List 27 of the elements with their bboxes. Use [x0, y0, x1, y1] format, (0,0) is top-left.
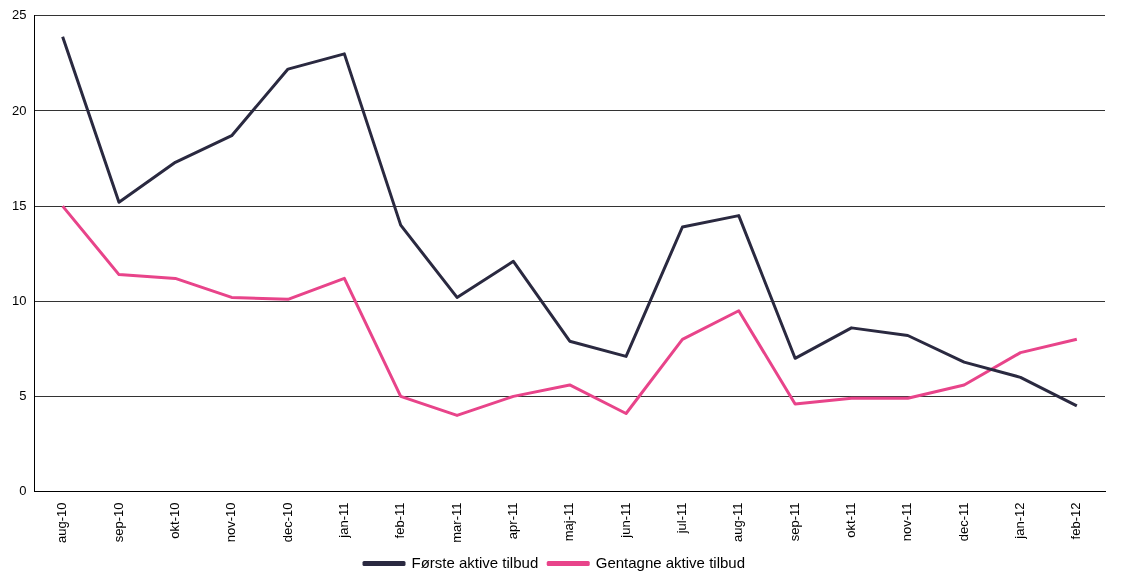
x-tick-label: jun-11 — [617, 502, 633, 539]
y-tick-label: 10 — [11, 292, 27, 308]
x-tick-label: jan-11 — [335, 502, 351, 539]
y-tick-label: 20 — [11, 102, 27, 118]
y-tick-label: 5 — [19, 387, 27, 403]
x-tick-label: dec-11 — [955, 502, 971, 542]
x-tick-label: sep-11 — [786, 502, 802, 542]
x-tick-label: aug-10 — [54, 502, 70, 544]
x-tick-label: jan-12 — [1012, 502, 1028, 540]
legend-label: Gentagne aktive tilbud — [595, 553, 745, 571]
x-tick-label: maj-11 — [561, 502, 577, 542]
x-tick-label: aug-11 — [730, 502, 746, 543]
y-tick-label: 0 — [19, 483, 27, 499]
x-tick-label: nov-10 — [223, 502, 239, 543]
legend-label: Første aktive tilbud — [411, 553, 539, 571]
x-tick-label: sep-10 — [110, 502, 126, 543]
x-tick-label: okt-11 — [843, 502, 859, 538]
x-tick-label: dec-10 — [279, 502, 295, 543]
y-tick-label: 25 — [11, 7, 27, 23]
y-tick-label: 15 — [11, 197, 27, 213]
x-tick-label: okt-10 — [166, 502, 182, 539]
x-tick-label: jul-11 — [674, 502, 689, 535]
x-tick-label: nov-11 — [899, 502, 915, 542]
x-tick-label: apr-11 — [504, 502, 520, 540]
x-tick-label: mar-11 — [448, 502, 464, 543]
x-tick-label: feb-11 — [392, 502, 408, 539]
x-tick-label: feb-12 — [1068, 502, 1084, 540]
